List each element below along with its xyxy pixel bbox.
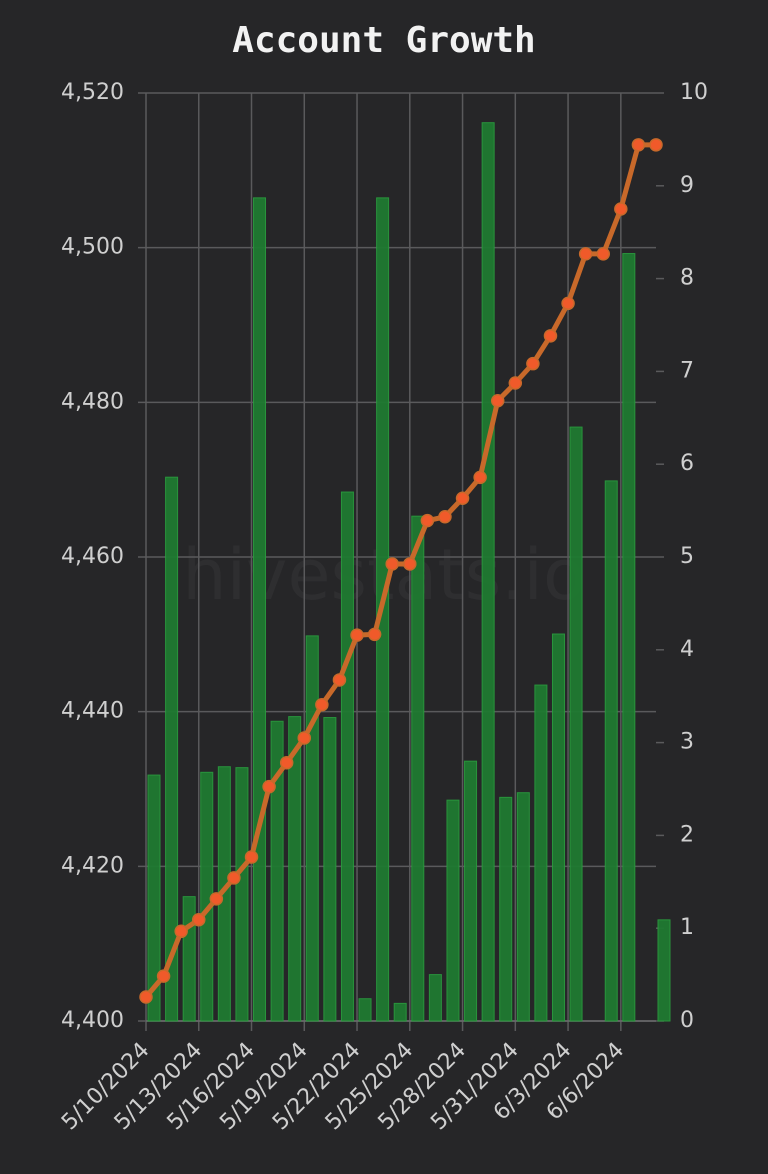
bar	[499, 796, 513, 1022]
point	[455, 491, 470, 505]
point	[227, 871, 241, 885]
bar	[393, 1002, 407, 1022]
point	[156, 969, 171, 983]
y2-tick-label: 4	[680, 637, 694, 662]
bar	[428, 974, 442, 1022]
y2-tick-label: 0	[680, 1008, 694, 1033]
point	[649, 138, 663, 152]
bar	[288, 716, 302, 1022]
point	[297, 731, 312, 745]
point	[614, 202, 628, 216]
point	[262, 779, 276, 794]
point	[315, 697, 329, 712]
y-tick-label: 4,500	[61, 235, 124, 260]
y2-tick-label: 9	[680, 173, 694, 198]
bar	[182, 896, 196, 1022]
y-tick-label: 4,520	[61, 80, 124, 105]
bar	[358, 998, 372, 1022]
point	[543, 329, 558, 343]
point	[473, 470, 487, 485]
point	[192, 912, 206, 927]
point	[332, 673, 347, 687]
bar	[534, 684, 548, 1022]
y-tick-label: 4,480	[61, 389, 124, 414]
point	[350, 628, 364, 642]
bar	[622, 253, 636, 1022]
bar	[253, 197, 267, 1022]
bar	[551, 633, 565, 1022]
bar	[411, 515, 425, 1022]
y2-tick-label: 7	[680, 358, 694, 383]
bar	[657, 919, 671, 1022]
y2-tick-label: 2	[680, 822, 694, 847]
y2-tick-label: 5	[680, 544, 694, 569]
point	[508, 376, 523, 390]
bar	[516, 792, 530, 1022]
bar	[270, 720, 284, 1022]
bar	[446, 799, 460, 1022]
y-tick-label: 4,440	[61, 699, 124, 724]
y2-tick-label: 8	[680, 266, 694, 291]
y2-tick-label: 6	[680, 451, 694, 476]
bar	[464, 760, 478, 1022]
point	[578, 247, 593, 261]
point	[596, 247, 610, 261]
bar	[305, 635, 319, 1022]
y-tick-label: 4,400	[61, 1008, 124, 1033]
point	[526, 356, 540, 371]
point	[367, 627, 382, 642]
chart-title: Account Growth	[232, 20, 535, 61]
point	[385, 557, 399, 571]
point	[438, 510, 452, 524]
y-tick-label: 4,460	[61, 544, 124, 569]
bar	[165, 476, 179, 1022]
bar	[569, 426, 583, 1022]
y2-tick-label: 1	[680, 915, 694, 940]
y2-tick-label: 10	[680, 80, 708, 105]
point	[279, 755, 294, 770]
bar	[235, 767, 249, 1022]
bar	[604, 480, 618, 1022]
bar	[481, 122, 495, 1022]
point	[490, 394, 505, 408]
bar	[323, 717, 337, 1022]
y2-tick-label: 3	[680, 730, 694, 755]
point	[174, 924, 188, 939]
point	[209, 892, 224, 906]
point	[139, 990, 153, 1004]
point	[420, 513, 435, 528]
point	[244, 850, 259, 864]
bar	[340, 491, 354, 1022]
point	[631, 138, 646, 152]
y-tick-label: 4,420	[61, 853, 124, 878]
point	[403, 557, 417, 571]
bar	[147, 774, 161, 1022]
point	[561, 296, 575, 311]
